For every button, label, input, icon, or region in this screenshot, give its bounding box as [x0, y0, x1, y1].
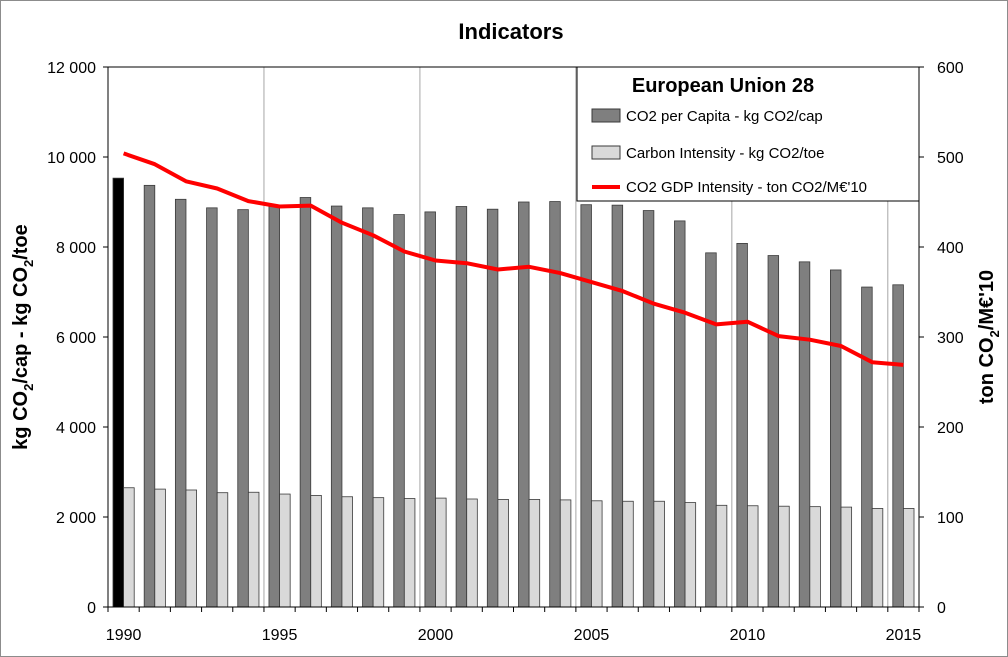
y-left-tick-label: 10 000 — [47, 150, 96, 167]
bar-co2-per-capita — [674, 220, 686, 608]
y-left-tick-label: 2 000 — [56, 510, 96, 527]
y-left-title-part2: /cap - kg CO — [10, 267, 32, 384]
bar-carbon-intensity — [279, 493, 291, 608]
legend-swatch-co2-per-capita — [591, 108, 621, 123]
bar-co2-per-capita — [767, 255, 780, 608]
bar-co2-per-capita — [174, 198, 187, 608]
bar-carbon-intensity — [123, 487, 135, 608]
bar-co2-per-capita — [206, 207, 218, 608]
bar-co2-per-capita — [143, 184, 156, 608]
bars-layer — [112, 177, 915, 608]
bar-carbon-intensity — [840, 506, 853, 608]
bar-carbon-intensity — [528, 499, 541, 608]
y-axis-right-title: ton CO2/M€'10 — [976, 270, 1002, 404]
bar-carbon-intensity — [341, 496, 353, 608]
x-tick-label: 2000 — [418, 627, 454, 644]
bar-co2-per-capita — [299, 197, 312, 608]
y-right-tick-label: 0 — [937, 600, 946, 617]
bar-co2-per-capita — [455, 206, 468, 608]
bar-co2-per-capita — [518, 201, 530, 608]
bar-co2-per-capita — [642, 210, 655, 608]
bar-co2-per-capita — [362, 207, 374, 608]
legend-title: European Union 28 — [632, 75, 814, 97]
bar-carbon-intensity — [715, 504, 728, 608]
bar-carbon-intensity — [559, 499, 572, 608]
bar-carbon-intensity — [497, 499, 509, 608]
y-right-tick-label: 200 — [937, 420, 964, 437]
bar-co2-per-capita — [112, 177, 124, 608]
bar-carbon-intensity — [435, 497, 447, 608]
y-right-title-part1: ton CO — [976, 337, 998, 404]
legend-label-co2-gdp-intensity: CO2 GDP Intensity - ton CO2/M€'10 — [626, 179, 867, 196]
bar-carbon-intensity — [684, 502, 697, 608]
y-right-title-part2: /M€'10 — [976, 270, 998, 330]
bar-carbon-intensity — [622, 500, 634, 608]
bar-co2-per-capita — [892, 284, 904, 608]
line-layer — [122, 151, 904, 367]
bar-carbon-intensity — [653, 500, 665, 608]
bar-co2-per-capita — [549, 201, 561, 608]
legend-label-carbon-intensity: Carbon Intensity - kg CO2/toe — [626, 145, 824, 162]
y-right-title-sub: 2 — [987, 330, 1002, 337]
bar-co2-per-capita — [268, 206, 280, 608]
bar-carbon-intensity — [154, 488, 166, 608]
x-tick-label: 2010 — [730, 627, 766, 644]
bar-carbon-intensity — [747, 505, 759, 608]
bar-carbon-intensity — [871, 508, 884, 608]
bar-co2-per-capita — [330, 205, 343, 608]
bar-co2-per-capita — [861, 286, 873, 608]
y-left-tick-label: 0 — [87, 600, 96, 617]
y-right-tick-label: 300 — [937, 330, 964, 347]
y-left-tick-label: 12 000 — [47, 60, 96, 77]
y-right-tick-label: 400 — [937, 240, 964, 257]
y-left-tick-label: 6 000 — [56, 330, 96, 347]
bar-carbon-intensity — [591, 500, 603, 608]
bar-co2-per-capita — [611, 204, 624, 608]
bar-carbon-intensity — [466, 498, 478, 608]
bar-co2-per-capita — [424, 211, 436, 608]
bar-co2-per-capita — [830, 269, 842, 608]
bar-carbon-intensity — [372, 497, 385, 608]
bar-co2-per-capita — [798, 261, 811, 608]
bar-carbon-intensity — [216, 492, 229, 608]
y-right-tick-label: 500 — [937, 150, 964, 167]
x-tick-label: 1995 — [262, 627, 298, 644]
y-left-title-part1: kg CO — [10, 391, 32, 450]
bar-carbon-intensity — [247, 491, 260, 608]
x-tick-label: 1990 — [106, 627, 142, 644]
y-left-title-sub1: 2 — [21, 384, 36, 391]
y-left-title-part3: /toe — [10, 224, 32, 260]
x-tick-label: 2005 — [574, 627, 610, 644]
x-tick-label: 2015 — [886, 627, 922, 644]
legend-box — [576, 66, 920, 202]
bar-co2-per-capita — [705, 252, 717, 608]
bar-carbon-intensity — [809, 506, 821, 608]
bar-carbon-intensity — [310, 494, 322, 608]
bar-carbon-intensity — [185, 489, 197, 608]
chart-title: Indicators — [458, 19, 563, 44]
y-right-tick-label: 100 — [937, 510, 964, 527]
bar-carbon-intensity — [403, 498, 416, 608]
y-left-tick-label: 8 000 — [56, 240, 96, 257]
bar-carbon-intensity — [903, 508, 915, 608]
legend-label-co2-per-capita: CO2 per Capita - kg CO2/cap — [626, 108, 823, 125]
line-co2-gdp-intensity — [122, 151, 904, 367]
y-right-tick-label: 600 — [937, 60, 964, 77]
bar-co2-per-capita — [237, 209, 249, 608]
legend-swatch-carbon-intensity — [591, 145, 621, 160]
legend: European Union 28 CO2 per Capita - kg CO… — [576, 66, 920, 202]
bar-co2-per-capita — [580, 204, 592, 608]
y-left-tick-label: 4 000 — [56, 420, 96, 437]
bar-co2-per-capita — [393, 214, 405, 608]
y-left-title-sub2: 2 — [21, 260, 36, 267]
y-axis-left-title: kg CO2/cap - kg CO2/toe — [10, 224, 36, 450]
bar-carbon-intensity — [778, 505, 790, 608]
bar-co2-per-capita — [736, 242, 748, 608]
